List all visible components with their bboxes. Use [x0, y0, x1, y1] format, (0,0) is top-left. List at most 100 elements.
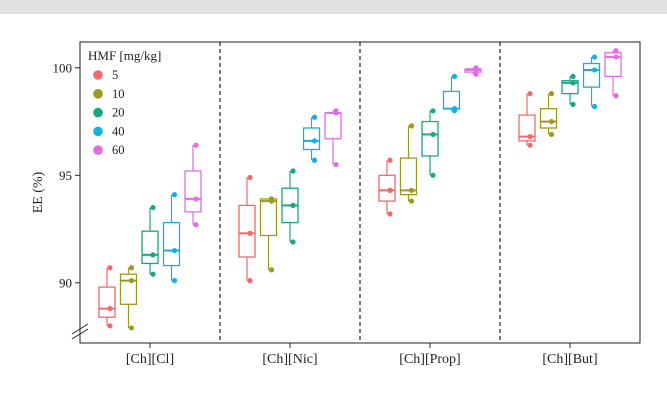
data-point	[570, 73, 576, 79]
box-body	[378, 174, 396, 202]
data-point	[107, 265, 113, 271]
box-40-[Ch][Prop]	[442, 73, 461, 114]
data-point	[473, 65, 479, 71]
y-axis-label: EE (%)	[31, 171, 46, 213]
box-body	[324, 112, 342, 140]
data-point	[311, 138, 318, 144]
data-point	[387, 211, 393, 217]
legend-label: 20	[112, 106, 125, 120]
axis-break-mark	[71, 328, 89, 340]
data-point	[107, 306, 113, 312]
data-point	[527, 142, 533, 148]
box-40-[Ch][Cl]	[162, 192, 181, 284]
data-point	[570, 101, 576, 107]
data-point	[591, 103, 598, 110]
data-point	[171, 247, 178, 254]
data-point	[268, 267, 275, 273]
box-body	[238, 204, 256, 258]
data-point	[311, 114, 318, 120]
data-point	[290, 168, 296, 174]
box-10-[Ch][Nic]	[259, 196, 278, 273]
data-point	[193, 142, 199, 148]
data-point	[613, 54, 619, 60]
legend-title: HMF [mg/kg]	[88, 48, 161, 63]
separators-layer	[219, 42, 501, 343]
data-point	[247, 174, 253, 181]
legend-marker	[93, 107, 103, 118]
data-point	[548, 91, 555, 97]
data-point	[408, 187, 415, 193]
y-tick-label: 95	[59, 168, 72, 183]
box-10-[Ch][Prop]	[399, 123, 418, 204]
data-point	[527, 91, 533, 97]
box-5-[Ch][Prop]	[378, 157, 396, 217]
x-tick-label: [Ch][But]	[542, 352, 597, 367]
x-tick-label: [Ch][Prop]	[399, 352, 460, 367]
box-5-[Ch][Nic]	[238, 174, 256, 284]
data-point	[548, 131, 555, 138]
box-body	[98, 286, 116, 318]
box-40-[Ch][But]	[582, 54, 601, 110]
plot-frame	[79, 41, 641, 344]
top-banner-strip	[0, 0, 667, 14]
legend-label: 40	[112, 124, 125, 138]
data-point	[613, 48, 619, 54]
box-20-[Ch][But]	[561, 73, 579, 107]
box-60-[Ch][But]	[604, 48, 622, 99]
y-tick-label: 100	[53, 60, 73, 75]
data-point	[333, 108, 339, 114]
data-point	[570, 80, 576, 86]
box-body	[442, 90, 461, 110]
data-point	[171, 192, 178, 198]
box-20-[Ch][Prop]	[421, 108, 439, 178]
data-point	[290, 239, 296, 245]
x-tick-label: [Ch][Cl]	[126, 352, 174, 367]
legend-marker	[93, 89, 103, 99]
axis-break-mark	[71, 323, 89, 335]
data-point	[473, 71, 479, 77]
data-point	[451, 106, 458, 112]
data-point	[613, 93, 619, 99]
legend-marker	[93, 145, 103, 155]
data-point	[548, 118, 555, 125]
data-point	[193, 196, 199, 202]
data-point	[107, 323, 113, 329]
y-tick-label: 90	[59, 275, 72, 290]
boxes-layer	[98, 48, 622, 331]
data-point	[430, 172, 436, 178]
legend-label: 10	[112, 87, 125, 101]
box-body	[119, 273, 138, 305]
legend-label: 60	[112, 143, 125, 157]
data-point	[128, 278, 135, 284]
data-point	[527, 134, 533, 140]
data-point	[430, 131, 436, 138]
box-10-[Ch][But]	[539, 91, 558, 138]
box-body	[184, 170, 202, 213]
data-point	[408, 123, 415, 129]
data-point	[247, 278, 253, 284]
box-60-[Ch][Nic]	[324, 108, 342, 168]
data-point	[408, 198, 415, 204]
data-point	[290, 202, 296, 208]
box-body	[302, 127, 321, 151]
data-point	[387, 187, 393, 193]
box-60-[Ch][Prop]	[464, 65, 482, 77]
data-point	[247, 230, 253, 236]
data-point	[387, 157, 393, 163]
box-body	[141, 230, 159, 265]
data-point	[128, 325, 135, 331]
data-point	[268, 196, 275, 202]
box-body	[539, 108, 558, 129]
data-point	[150, 252, 156, 258]
legend-marker	[93, 70, 103, 80]
data-point	[333, 161, 339, 168]
axes-layer: 90 95 100 EE (%) [Ch][Cl] [Ch][Nic] [Ch][Prop]…	[31, 41, 641, 367]
box-body	[582, 62, 601, 88]
box-5-[Ch][But]	[518, 91, 536, 148]
data-point	[591, 54, 598, 60]
data-point	[193, 222, 199, 228]
x-tick-label: [Ch][Nic]	[262, 352, 317, 367]
data-point	[451, 73, 458, 79]
data-point	[430, 108, 436, 114]
